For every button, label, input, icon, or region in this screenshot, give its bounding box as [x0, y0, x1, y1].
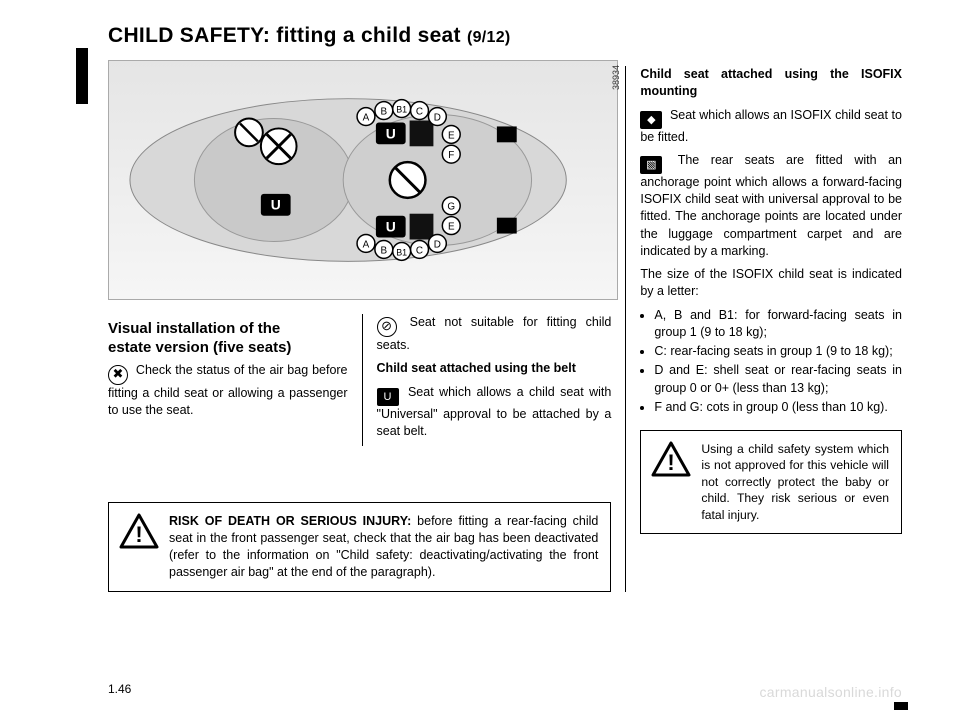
vehicle-diagram: 38934 U: [108, 60, 618, 300]
figure-number: 38934: [611, 65, 621, 90]
svg-text:B: B: [381, 245, 388, 256]
prohibit-icon: ⊘: [377, 317, 397, 337]
svg-text:A: A: [363, 239, 370, 250]
svg-text:U: U: [386, 125, 396, 141]
list-item: D and E: shell seat or rear-facing seats…: [654, 362, 902, 397]
svg-text:E: E: [448, 222, 455, 233]
svg-text:E: E: [448, 130, 455, 141]
para-belt-heading: Child seat attached using the belt: [377, 360, 612, 377]
list-item: C: rear-facing seats in group 1 (9 to 18…: [654, 343, 902, 360]
warning-triangle-icon: !: [119, 513, 159, 549]
warning-text-main: RISK OF DEATH OR SERIOUS INJURY: before …: [169, 513, 598, 581]
svg-text:!: !: [135, 522, 142, 547]
bold-isofix: Child seat attached using the ISOFIX mou…: [640, 67, 902, 98]
content-columns: 38934 U: [108, 66, 902, 592]
h2-line2: estate version (five seats): [108, 339, 291, 356]
page-number: 1.46: [108, 682, 131, 696]
vehicle-svg: U U A B B1 C D E F U: [109, 61, 617, 299]
svg-text:A: A: [363, 113, 370, 124]
svg-text:B1: B1: [396, 247, 407, 257]
title-sub: (9/12): [467, 29, 511, 46]
warn-bold: RISK OF DEATH OR SERIOUS INJURY:: [169, 514, 417, 528]
text-isofix-allows: Seat which allows an ISOFIX child seat t…: [640, 108, 902, 144]
manual-page: CHILD SAFETY: fitting a child seat (9/12…: [0, 0, 960, 710]
text-rear-anchorage: The rear seats are fitted with an anchor…: [640, 153, 902, 258]
footer-mark: [894, 702, 908, 710]
svg-text:F: F: [448, 150, 454, 161]
para-seat-notsuitable: ⊘ Seat not suitable for fitting child se…: [377, 314, 612, 354]
warning-text-approval: Using a child safety system which is not…: [701, 441, 889, 523]
isofix-size-list: A, B and B1: for forward-facing seats in…: [640, 307, 902, 417]
isofix-diamond-icon: ◆: [640, 111, 662, 129]
para-isofix-heading: Child seat attached using the ISOFIX mou…: [640, 66, 902, 101]
h2-line1: Visual installation of the: [108, 320, 280, 337]
list-item: A, B and B1: for forward-facing seats in…: [654, 307, 902, 342]
section-tab: [76, 48, 88, 104]
svg-text:C: C: [416, 245, 423, 256]
column-right: Child seat attached using the ISOFIX mou…: [640, 66, 902, 592]
svg-text:!: !: [668, 450, 675, 475]
warning-triangle-icon: !: [651, 441, 691, 477]
anchorage-icon: ▧: [640, 156, 662, 174]
airbag-off-icon: ✖: [108, 365, 128, 385]
svg-text:D: D: [434, 113, 441, 124]
svg-text:U: U: [386, 219, 396, 235]
list-item: F and G: cots in group 0 (less than 10 k…: [654, 399, 902, 416]
universal-u-icon: U: [377, 388, 399, 406]
para-rear-anchorage: ▧ The rear seats are fitted with an anch…: [640, 152, 902, 260]
text-seat-notsuitable: Seat not suitable for fitting child seat…: [377, 315, 612, 352]
svg-text:C: C: [416, 107, 423, 118]
text-airbag-check: Check the status of the air bag before f…: [108, 363, 348, 417]
svg-text:B: B: [381, 107, 388, 118]
page-title: CHILD SAFETY: fitting a child seat (9/12…: [108, 24, 902, 48]
text-belt-universal: Seat which allows a child seat with "Uni…: [377, 385, 612, 438]
svg-text:G: G: [447, 202, 455, 213]
svg-text:B1: B1: [396, 105, 407, 115]
warning-box-main: ! RISK OF DEATH OR SERIOUS INJURY: befor…: [108, 502, 611, 592]
warning-box-approval: ! Using a child safety system which is n…: [640, 430, 902, 534]
bold-belt: Child seat attached using the belt: [377, 361, 576, 375]
svg-text:D: D: [434, 239, 441, 250]
title-main: CHILD SAFETY: fitting a child seat: [108, 24, 467, 47]
para-airbag-check: ✖ Check the status of the air bag before…: [108, 362, 348, 420]
para-belt-universal: U Seat which allows a child seat with "U…: [377, 384, 612, 441]
column-divider-2: [625, 66, 626, 592]
watermark: carmanualsonline.info: [760, 684, 903, 700]
para-isofix-allows: ◆ Seat which allows an ISOFIX child seat…: [640, 107, 902, 146]
svg-text:U: U: [271, 197, 281, 213]
column-divider-1: [362, 314, 363, 446]
left-mid-wrap: 38934 U: [108, 66, 611, 592]
subheading-visual-install: Visual installation of the estate versio…: [108, 320, 348, 358]
para-size-intro: The size of the ISOFIX child seat is ind…: [640, 266, 902, 301]
